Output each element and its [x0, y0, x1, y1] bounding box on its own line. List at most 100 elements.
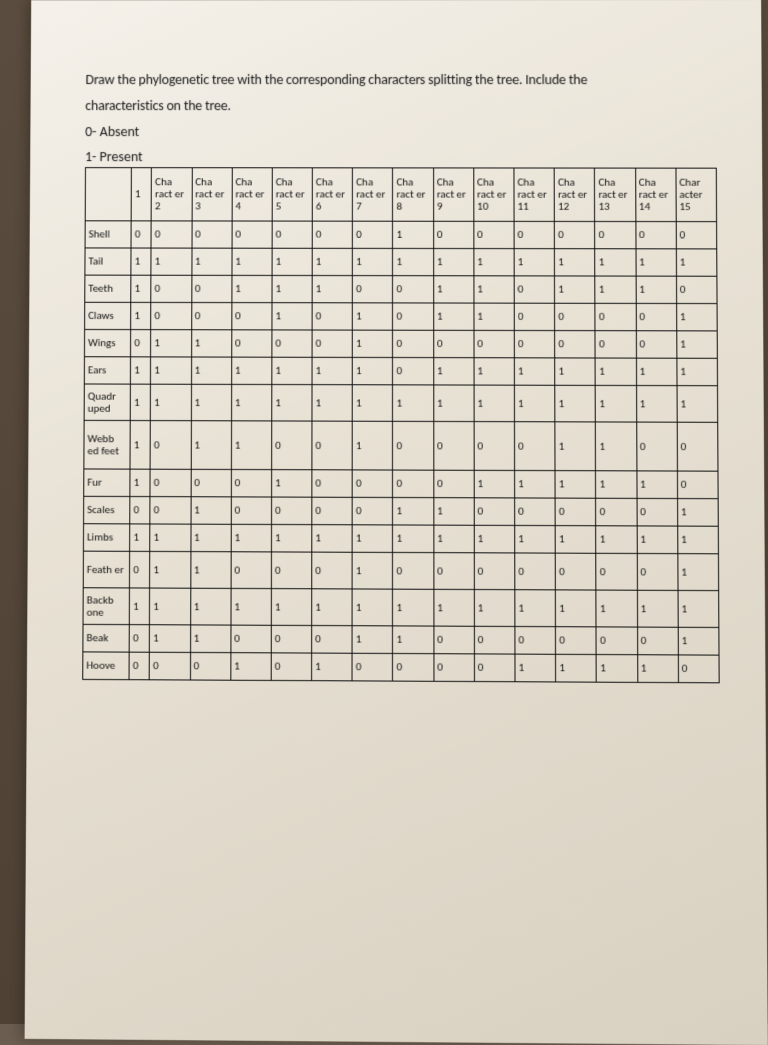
data-cell: 0: [190, 653, 231, 681]
data-cell: 0: [474, 553, 515, 590]
data-cell: 1: [231, 589, 272, 626]
data-cell: 1: [151, 357, 191, 384]
data-cell: 0: [352, 498, 393, 526]
data-cell: 0: [272, 330, 312, 357]
table-row: Fur100010000111110: [84, 469, 718, 499]
data-cell: 0: [595, 304, 636, 331]
data-cell: 0: [150, 469, 190, 497]
data-cell: 1: [232, 276, 272, 303]
data-cell: 1: [150, 588, 191, 625]
data-cell: 1: [272, 385, 312, 422]
table-header-row: 1Cha ract er 2Cha ract er 3Cha ract er 4…: [85, 168, 716, 222]
data-cell: 0: [433, 221, 473, 248]
instruction-line-1: Draw the phylogenetic tree with the corr…: [85, 70, 716, 90]
data-cell: 0: [637, 499, 678, 527]
data-cell: 1: [190, 552, 231, 589]
data-cell: 1: [353, 249, 393, 276]
data-cell: 0: [271, 552, 312, 589]
data-cell: 0: [515, 627, 556, 655]
data-cell: 1: [191, 357, 231, 384]
data-cell: 1: [191, 421, 232, 470]
data-cell: 1: [676, 249, 717, 276]
data-cell: 1: [433, 385, 474, 422]
data-cell: 1: [636, 249, 677, 276]
worksheet-paper: Draw the phylogenetic tree with the corr…: [25, 0, 768, 1045]
data-cell: 0: [474, 422, 515, 471]
data-cell: 1: [474, 525, 515, 553]
data-cell: 1: [131, 248, 151, 275]
data-cell: 1: [232, 248, 272, 275]
data-cell: 1: [393, 385, 433, 422]
data-cell: 0: [312, 552, 353, 589]
data-cell: 0: [232, 303, 272, 330]
data-cell: 0: [231, 552, 272, 589]
header-char-5: Cha ract er 5: [272, 168, 312, 221]
data-cell: 0: [149, 652, 190, 680]
data-cell: 0: [352, 470, 393, 498]
data-cell: 0: [514, 303, 555, 330]
data-cell: 1: [474, 590, 515, 627]
data-cell: 0: [312, 303, 352, 330]
data-cell: 1: [272, 303, 312, 330]
data-cell: 1: [677, 331, 718, 358]
data-cell: 0: [312, 497, 353, 525]
data-cell: 1: [352, 525, 393, 553]
data-cell: 0: [192, 221, 232, 248]
data-cell: 1: [190, 588, 231, 625]
data-cell: 1: [271, 470, 311, 498]
data-cell: 1: [150, 524, 191, 552]
data-cell: 0: [514, 331, 555, 358]
data-cell: 0: [555, 303, 596, 330]
data-cell: 1: [151, 248, 191, 275]
data-cell: 0: [677, 471, 718, 499]
data-cell: 1: [474, 303, 515, 330]
data-cell: 0: [596, 627, 637, 655]
data-cell: 1: [352, 358, 392, 385]
table-row: Webb ed feet101100100001100: [84, 421, 718, 472]
data-cell: 1: [636, 471, 677, 499]
data-cell: 1: [433, 525, 474, 553]
data-cell: 0: [636, 422, 677, 471]
data-cell: 0: [514, 276, 555, 303]
data-cell: 0: [231, 470, 271, 498]
data-cell: 1: [474, 276, 515, 303]
data-cell: 0: [312, 470, 353, 498]
data-cell: 1: [636, 386, 677, 423]
data-cell: 1: [150, 625, 191, 653]
row-label: Scales: [84, 497, 131, 525]
data-cell: 1: [231, 421, 272, 470]
table-row: Teeth100111001101110: [85, 275, 717, 303]
data-cell: 0: [312, 421, 353, 470]
data-cell: 1: [130, 384, 150, 420]
data-cell: 1: [352, 385, 392, 422]
data-cell: 1: [676, 304, 717, 331]
data-cell: 1: [393, 589, 434, 626]
data-cell: 0: [151, 275, 191, 302]
data-cell: 1: [393, 221, 433, 248]
data-cell: 1: [312, 357, 352, 384]
data-cell: 1: [191, 384, 231, 421]
data-cell: 1: [555, 526, 596, 554]
data-cell: 1: [271, 589, 312, 626]
data-cell: 0: [129, 625, 149, 653]
data-cell: 0: [556, 627, 597, 655]
table-row: Wings011000100000001: [84, 330, 717, 359]
table-row: Backb one111111111111111: [83, 588, 719, 628]
data-cell: 0: [515, 498, 556, 526]
row-label: Webb ed feet: [84, 421, 131, 470]
data-cell: 1: [131, 303, 151, 330]
data-cell: 1: [555, 276, 596, 303]
data-cell: 1: [433, 276, 473, 303]
data-cell: 1: [312, 248, 352, 275]
data-cell: 0: [637, 627, 678, 655]
header-char-9: Cha ract er 9: [433, 168, 473, 221]
data-cell: 0: [393, 303, 433, 330]
data-cell: 0: [474, 222, 514, 249]
data-cell: 1: [474, 385, 515, 422]
row-label: Backb one: [83, 588, 130, 625]
data-cell: 1: [474, 471, 515, 499]
data-cell: 1: [130, 421, 150, 470]
table-row: Claws100010101100001: [85, 302, 718, 331]
data-cell: 0: [272, 421, 313, 470]
data-cell: 0: [352, 653, 393, 681]
